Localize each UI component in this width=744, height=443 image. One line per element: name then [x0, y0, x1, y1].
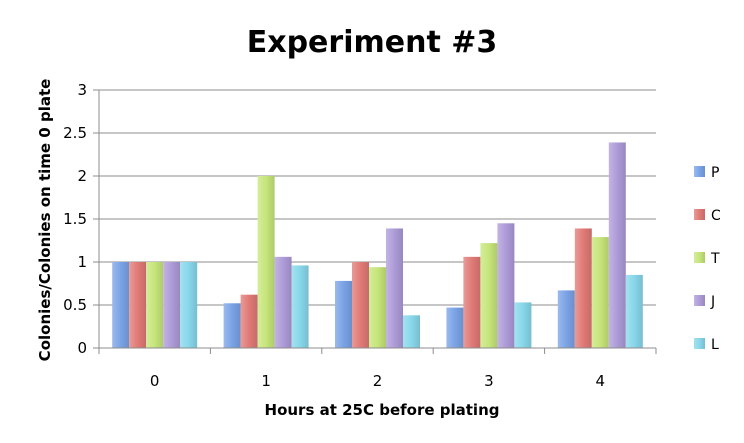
- legend-swatch-L: [694, 338, 705, 349]
- bar-J-3: [497, 223, 515, 348]
- x-tick-label: 1: [261, 372, 271, 390]
- bar-T-3: [480, 243, 498, 348]
- bar-J-4: [608, 142, 626, 348]
- bar-J-1: [274, 256, 292, 348]
- y-axis-title: Colonies/Colonies on time 0 plate: [36, 79, 54, 362]
- legend-swatch-C: [694, 209, 705, 220]
- legend-swatch-P: [694, 166, 705, 177]
- x-tick-label: 3: [484, 372, 494, 390]
- bar-L-3: [514, 302, 532, 348]
- y-tick-label: 2: [77, 167, 87, 185]
- x-tick-labels: 0 1 2 3 4: [150, 372, 605, 390]
- bar-C-0: [129, 262, 147, 348]
- bar-C-4: [574, 228, 592, 348]
- legend-label-L: L: [711, 337, 719, 353]
- legend-label-J: J: [710, 294, 715, 310]
- y-tick-label: 0.5: [63, 296, 87, 314]
- bar-L-0: [180, 262, 198, 348]
- y-tick-labels: 0 0.5 1 1.5 2 2.5 3: [63, 81, 87, 357]
- bar-C-1: [240, 294, 258, 348]
- legend-label-P: P: [711, 165, 719, 181]
- bar-J-0: [163, 262, 181, 348]
- x-tick-label: 2: [373, 372, 383, 390]
- bar-L-2: [403, 315, 420, 348]
- bar-L-1: [291, 265, 309, 348]
- bar-P-0: [112, 262, 130, 348]
- legend-swatch-J: [694, 295, 705, 306]
- bar-C-3: [463, 256, 481, 348]
- legend: P C T J L: [694, 165, 721, 353]
- bar-T-2: [369, 267, 386, 348]
- chart-title: Experiment #3: [247, 25, 498, 60]
- bar-T-1: [257, 176, 275, 348]
- x-tick-label: 0: [150, 372, 160, 390]
- legend-swatch-T: [694, 252, 705, 263]
- bar-P-3: [446, 307, 464, 348]
- bar-C-2: [352, 262, 369, 348]
- axes: [98, 90, 657, 354]
- legend-label-T: T: [710, 251, 720, 267]
- bar-P-4: [557, 290, 575, 348]
- bar-P-2: [335, 280, 352, 348]
- y-tick-label: 0: [77, 339, 87, 357]
- x-axis-title: Hours at 25C before plating: [265, 401, 500, 419]
- bar-L-4: [625, 274, 643, 348]
- bars: [112, 142, 643, 348]
- bar-J-2: [386, 228, 403, 348]
- y-tick-label: 3: [77, 81, 87, 99]
- y-tick-label: 1.5: [63, 210, 87, 228]
- bar-T-4: [591, 237, 609, 348]
- y-tick-label: 2.5: [63, 124, 87, 142]
- y-tick-label: 1: [77, 253, 87, 271]
- x-tick-label: 4: [596, 372, 606, 390]
- bar-T-0: [146, 262, 164, 348]
- bar-P-1: [223, 303, 241, 348]
- legend-label-C: C: [711, 208, 721, 224]
